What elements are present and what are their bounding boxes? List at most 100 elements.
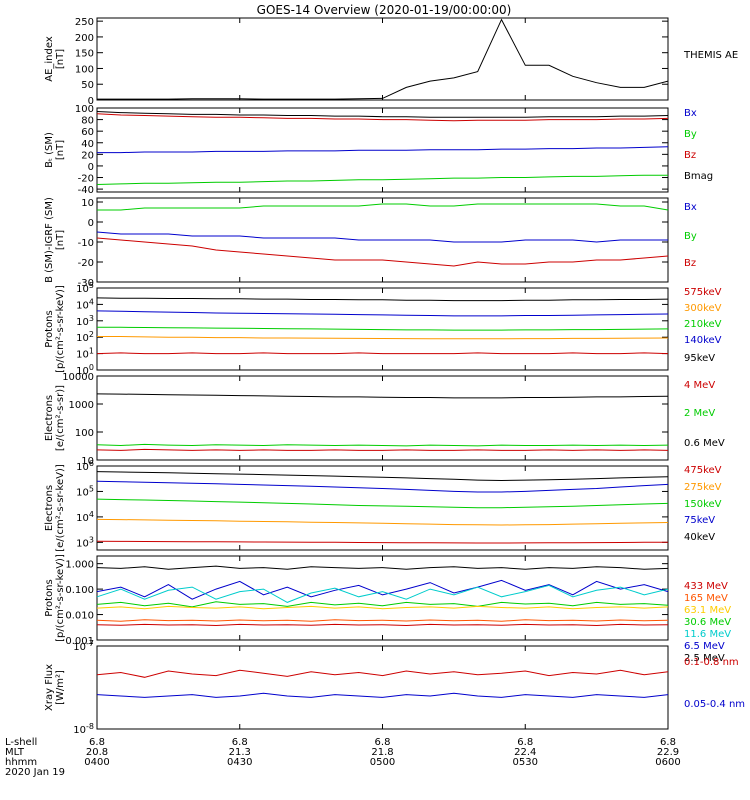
y-tick-label: 10-8 [73, 722, 94, 736]
y-tick-label: 1.000 [65, 560, 94, 571]
x-tick-label: 21.3 [229, 747, 251, 758]
series-line-275keV [96, 518, 669, 526]
legend-entry: 0.05-0.4 nm [684, 699, 745, 710]
series-line-95keV [96, 297, 669, 302]
y-tick-label: 0.001 [65, 636, 94, 647]
x-tick-label: 0500 [370, 757, 395, 768]
y-tick-label: -20 [78, 174, 94, 185]
series-line-0-1-0-8-nm [96, 669, 669, 678]
y-tick-label: 0.100 [65, 585, 94, 596]
y-tick-label: 100 [75, 428, 94, 439]
series-line-30-6-MeV [96, 601, 669, 608]
y-axis-label: AE_index[nT] [44, 36, 66, 82]
x-row-label: MLT [5, 747, 25, 758]
y-tick-label: 103 [76, 535, 94, 549]
legend-entry: 2 MeV [684, 408, 715, 419]
legend-entry: 11.6 MeV [684, 629, 731, 640]
series-line-Bz [96, 237, 669, 267]
x-tick-label: 22.9 [657, 747, 679, 758]
x-tick-label: 6.8 [232, 737, 248, 748]
x-tick-label: 0600 [655, 757, 680, 768]
y-tick-label: 105 [76, 484, 94, 498]
x-tick-label: 6.8 [89, 737, 105, 748]
y-tick-label: 10-7 [73, 639, 94, 653]
panel-7: 1.000 0.100 0.010 0.001Protons[p/(cm²-s-sr-… [44, 554, 731, 664]
y-tick-label: 150 [75, 49, 94, 60]
series-line-0-6-MeV [96, 393, 669, 399]
y-tick-label: 100 [76, 363, 94, 377]
series-line-Bz [96, 113, 669, 122]
y-tick-label: 0 [88, 162, 94, 173]
legend-entry: 6.5 MeV [684, 641, 725, 652]
panel-5: 10000 1000 100 10 Electrons[e/(cm²-s-sr)] 4 M… [44, 372, 725, 467]
x-tick-label: 0530 [513, 757, 538, 768]
legend-entry: 150keV [684, 499, 722, 510]
series-line-165-MeV [96, 619, 669, 622]
legend-entry: 475keV [684, 465, 722, 476]
series-line-63-1-MeV [96, 605, 669, 610]
series-line-140keV [96, 310, 669, 317]
x-tick-label: 0430 [227, 757, 252, 768]
legend-entry: Bx [684, 108, 697, 119]
x-tick-label: 20.8 [86, 747, 108, 758]
y-tick-label: 10000 [62, 372, 94, 383]
panel-4: 105 104 103 102 101 100 Protons[p/(cm²-s-sr-ke… [44, 281, 722, 377]
panel-frame [96, 645, 669, 730]
y-axis-label: Protons[p/(cm²-s-sr-keV)] [44, 554, 66, 642]
y-tick-label: 101 [76, 347, 94, 361]
y-axis-label: Electrons[e/(cm²-s-sr-keV)] [44, 464, 66, 552]
series-line-By [96, 174, 668, 185]
series-line-4-MeV [96, 448, 669, 451]
series-line-433-MeV [96, 623, 669, 627]
legend-entry: Bz [684, 258, 696, 269]
y-tick-label: 105 [76, 281, 94, 295]
y-axis-label: B (SM)-IGRF (SM)[nT] [44, 197, 66, 283]
series-line-6-5-MeV [96, 579, 669, 600]
legend-entry: 165 MeV [684, 593, 728, 604]
x-tick-label: 6.8 [517, 737, 533, 748]
series-line-Bx [96, 231, 668, 243]
legend-entry: 210keV [684, 319, 722, 330]
series-line-11-6-MeV [96, 584, 669, 603]
legend-entry: Bmag [684, 171, 713, 182]
x-row-label: 2020 Jan 19 [5, 767, 65, 778]
y-tick-label: 102 [76, 330, 94, 344]
y-tick-label: 0 [88, 218, 94, 229]
y-tick-label: 10 [81, 198, 94, 209]
series-line-40keV [96, 471, 669, 482]
series-line-2-MeV [96, 443, 669, 447]
series-line-Bx [97, 146, 669, 154]
y-tick-label: -10 [78, 238, 94, 249]
series-line-0-05-0-4-nm [96, 692, 669, 698]
x-tick-label: 6.8 [660, 737, 676, 748]
series-line-THEMIS-AE [97, 18, 669, 100]
series-line-Bmag [96, 111, 669, 118]
y-tick-label: 104 [76, 297, 94, 311]
y-tick-label: 50 [81, 80, 94, 91]
panel-frame [96, 17, 669, 101]
legend-entry: By [684, 129, 697, 140]
legend-entry: 75keV [684, 515, 715, 526]
x-tick-label: 6.8 [375, 737, 391, 748]
panel-6: 106 105 104 103 Electrons[e/(cm²-s-sr-keV)] 4… [44, 459, 722, 552]
y-tick-label: 1000 [69, 400, 94, 411]
y-tick-label: 250 [75, 17, 94, 28]
series-line-475keV [96, 540, 669, 544]
series-line-210keV [97, 326, 669, 331]
y-tick-label: 80 [81, 116, 94, 127]
y-tick-label: 20 [81, 150, 94, 161]
legend-entry: 40keV [684, 532, 715, 543]
series-line-2-5-MeV [96, 565, 669, 570]
y-axis-label: Protons[p/(cm²-s-sr-keV)] [44, 285, 66, 373]
panel-8: 10-7 10-8 Xray Flux[W/m²] 0.1-0.8 nm 0.05-0.… [44, 639, 745, 736]
y-tick-label: 103 [76, 314, 94, 328]
y-tick-label: 106 [76, 459, 94, 473]
series-line-75keV [96, 480, 669, 493]
y-tick-label: -20 [78, 258, 94, 269]
legend-entry: THEMIS AE [683, 50, 738, 61]
legend-entry: 575keV [684, 287, 722, 298]
legend-entry: Bz [684, 150, 696, 161]
chart-title: GOES-14 Overview (2020-01-19/00:00:00) [257, 3, 512, 17]
legend-entry: 95keV [684, 353, 715, 364]
legend-entry: By [684, 231, 697, 242]
